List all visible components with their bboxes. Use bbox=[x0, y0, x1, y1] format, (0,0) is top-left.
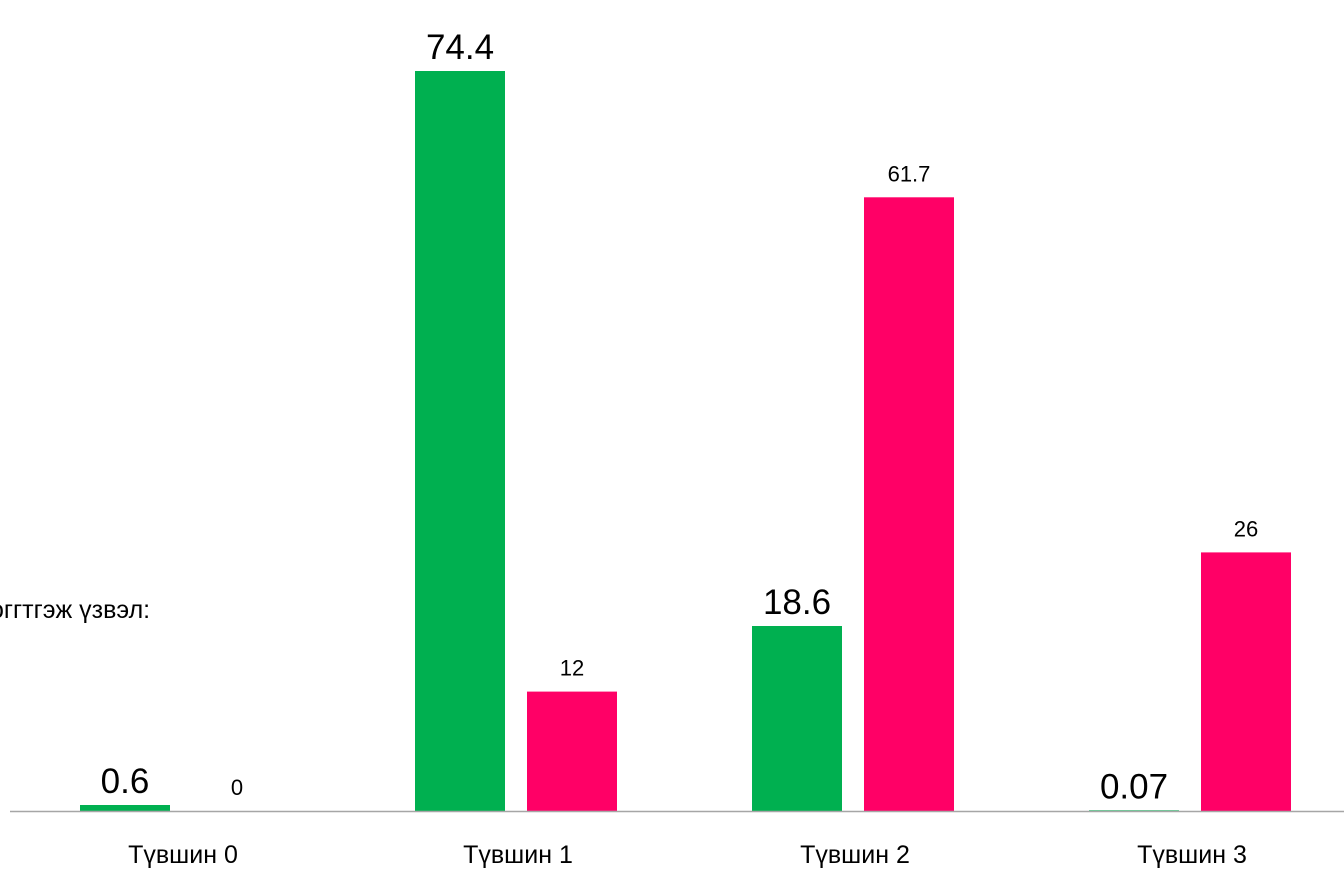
data-label-series1-cat0: 0.6 bbox=[101, 762, 150, 801]
data-label-series2-cat0: 0 bbox=[231, 775, 243, 800]
data-label-series1-cat2: 18.6 bbox=[763, 583, 831, 622]
category-label-1: Түвшин 1 bbox=[463, 841, 573, 869]
bar-series2-cat1 bbox=[527, 691, 617, 811]
category-label-0: Түвшин 0 bbox=[128, 841, 238, 869]
bar-series2-cat2 bbox=[864, 197, 954, 811]
bar-series2-cat3 bbox=[1201, 552, 1291, 811]
side-caption-text: оггтгэж үзвэл: bbox=[0, 596, 151, 624]
bar-series1-cat3 bbox=[1089, 810, 1179, 811]
data-label-series1-cat3: 0.07 bbox=[1100, 767, 1168, 806]
data-label-series1-cat1: 74.4 bbox=[426, 28, 494, 67]
data-label-series2-cat1: 12 bbox=[560, 656, 584, 681]
bar-series1-cat2 bbox=[752, 626, 842, 811]
data-label-series2-cat3: 26 bbox=[1234, 516, 1258, 541]
data-label-series2-cat2: 61.7 bbox=[888, 161, 931, 186]
category-label-3: Түвшин 3 bbox=[1137, 841, 1247, 869]
bar-series1-cat0 bbox=[80, 805, 170, 811]
bar-series1-cat1 bbox=[415, 71, 505, 811]
category-label-2: Түвшин 2 bbox=[800, 841, 910, 869]
